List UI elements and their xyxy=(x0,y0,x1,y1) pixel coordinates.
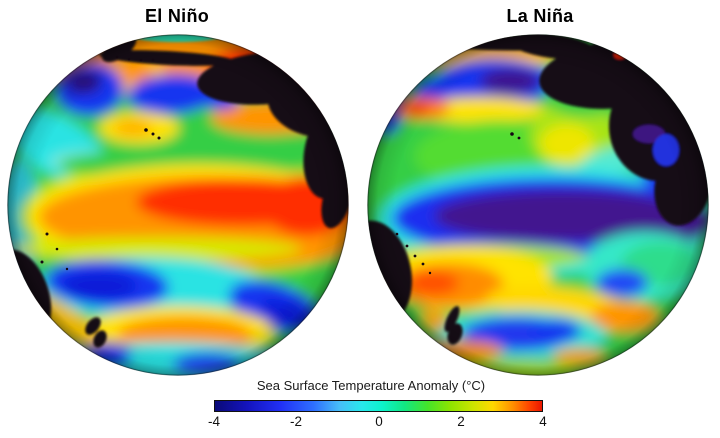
panel-title-el-nino: El Niño xyxy=(144,6,210,26)
colorbar-tick-zero: 0 xyxy=(375,414,383,429)
colorbar-tick-pos4: 4 xyxy=(539,414,547,429)
globe-la-nina xyxy=(367,34,709,376)
colorbar-tick-neg4: -4 xyxy=(207,414,221,429)
colorbar-label: Sea Surface Temperature Anomaly (°C) xyxy=(256,378,486,393)
globe-el-nino xyxy=(7,34,349,376)
panel-title-la-nina: La Niña xyxy=(506,6,574,26)
colorbar-gradient xyxy=(214,400,543,412)
globe-svg-el-nino xyxy=(7,34,349,376)
globe-svg-la-nina xyxy=(367,34,709,376)
colorbar-tick-neg2: -2 xyxy=(289,414,303,429)
colorbar-tick-pos2: 2 xyxy=(457,414,465,429)
